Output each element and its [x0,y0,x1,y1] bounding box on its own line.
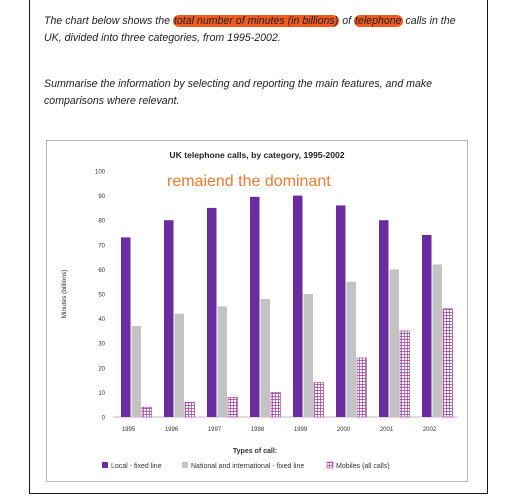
legend-label: National and international - fixed line [191,463,304,470]
y-tick-label: 30 [98,342,105,348]
y-tick-label: 20 [98,366,105,372]
bar [250,196,260,417]
bar [379,220,389,417]
bar [174,313,184,417]
legend-label: Mobiles (all calls) [336,463,390,470]
x-tick-label: 1997 [208,427,222,433]
x-tick-label: 1999 [294,427,308,433]
task-prompt: Summarise the information by selecting a… [44,76,484,109]
bar [141,406,152,418]
y-tick-label: 50 [98,293,105,299]
bar [313,382,324,418]
prompt-line-1: Summarise the information by selecting a… [44,78,433,90]
bar [217,306,227,417]
bar [184,401,195,418]
bar [270,392,281,418]
x-tick-label: 2002 [423,427,437,433]
highlighted-phrase: total number of minutes (in billions) [172,15,340,27]
bar [422,234,432,417]
prompt-line-2: comparisons where relevant. [44,94,180,107]
y-tick-label: 40 [98,317,105,323]
task-text-segment: calls in the [402,15,456,27]
y-tick-label: 60 [98,268,105,274]
bar [389,269,399,417]
bar-chart: 0 10 20 30 40 50 60 70 80 90 100 Minutes (billions)… [61,170,457,470]
legend-label: Local - fixed line [111,463,162,470]
legend-swatch [102,462,108,468]
x-tick-label: 1998 [251,427,265,433]
legend-swatch [326,461,334,469]
task-text-segment: The chart below shows the [44,15,173,27]
task-description: The chart below shows the total number o… [44,13,484,46]
bar [399,330,410,418]
bar [121,237,131,417]
highlighted-phrase: telephone [353,15,403,27]
task-line-1: The chart below shows the total number o… [44,15,456,27]
y-tick-label: 0 [102,416,106,422]
y-axis-title: Minutes (billions) [61,270,68,319]
bar [356,357,367,418]
bar [442,308,453,418]
x-tick-label: 1996 [165,427,179,433]
task-line-2: UK, divided into three categories, from … [44,31,281,44]
bar [293,195,303,417]
chart-container: UK telephone calls, by category, 1995-20… [46,140,468,482]
bar [432,264,442,417]
bar [346,281,356,417]
x-tick-label: 2000 [337,427,351,433]
task-text-segment: of [339,15,354,27]
y-tick-label: 90 [98,194,105,200]
bar [336,205,346,417]
chart-title: UK telephone calls, by category, 1995-20… [169,150,345,160]
bar [303,294,313,417]
x-tick-label: 2001 [380,427,394,433]
legend-swatch [182,462,188,468]
y-tick-label: 10 [98,391,105,397]
bar [260,298,270,417]
bar [164,220,174,417]
handwritten-annotation: remaiend the dominant [167,173,331,190]
x-tick-label: 1995 [122,427,136,433]
y-tick-label: 80 [98,219,105,225]
bar [207,207,217,417]
bar [227,397,238,418]
x-axis-title: Types of call: [233,448,277,455]
y-tick-label: 70 [98,243,105,249]
bar [131,325,141,417]
y-tick-label: 100 [95,170,106,176]
